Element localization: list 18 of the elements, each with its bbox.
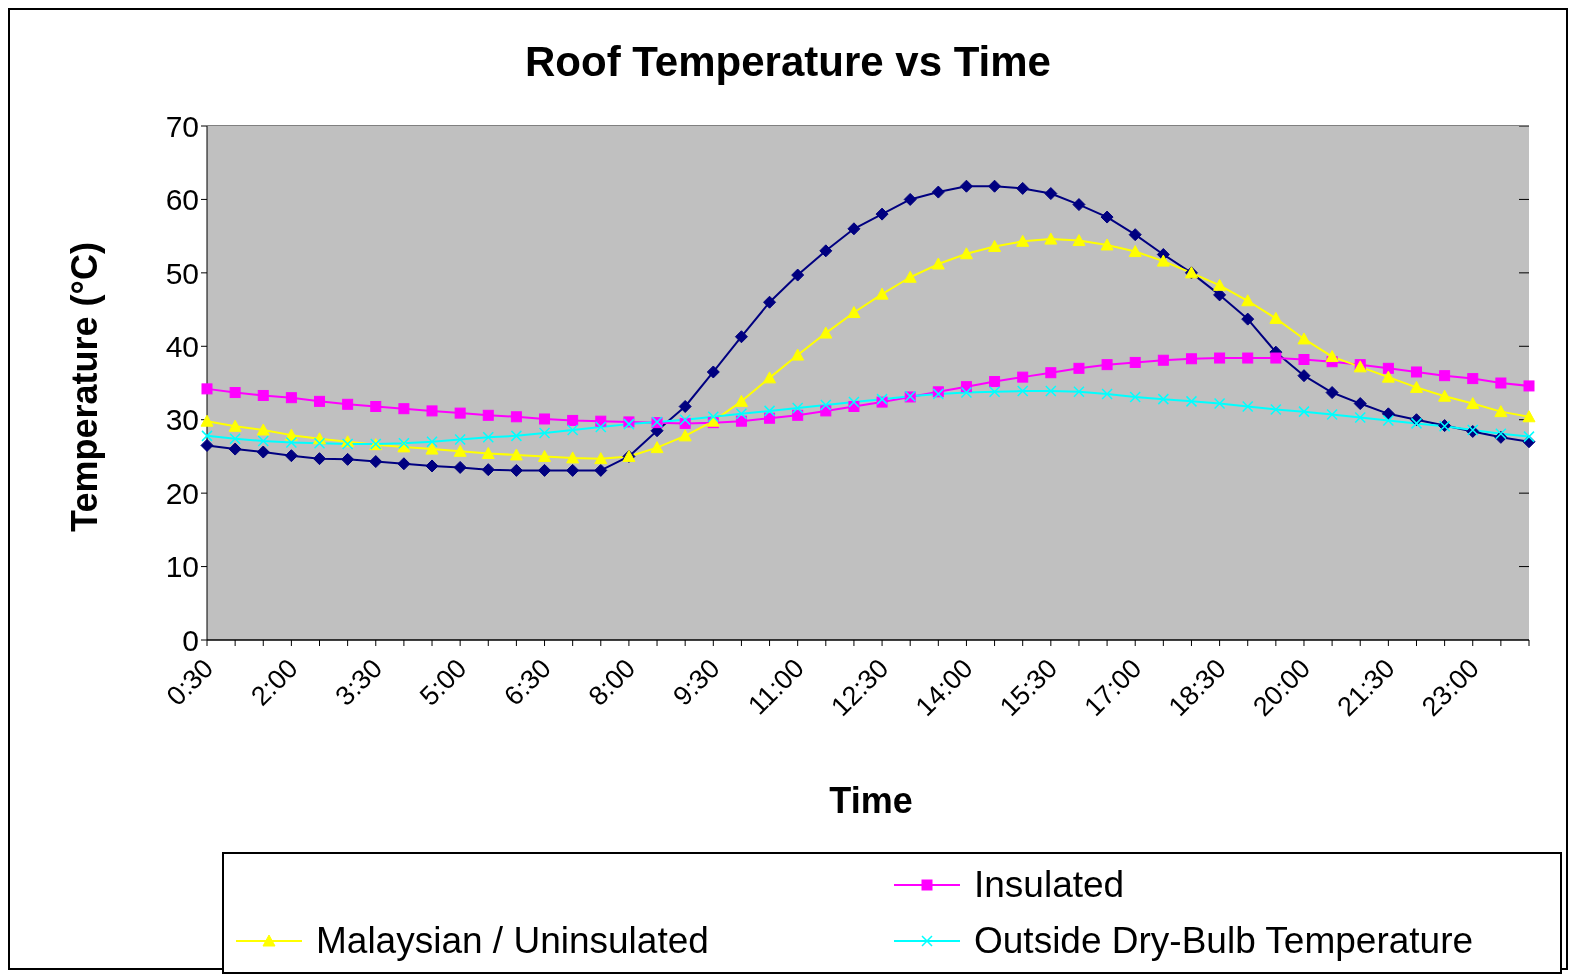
y-tick-label: 20 xyxy=(165,476,199,510)
x-tick-label: 9:30 xyxy=(667,653,726,712)
y-tick-label: 50 xyxy=(165,256,199,290)
chart-title: Roof Temperature vs Time xyxy=(524,38,1052,86)
legend-label: Malaysian / Uninsulated xyxy=(316,920,709,962)
x-tick-label: 6:30 xyxy=(498,653,557,712)
legend-label: Outside Dry-Bulb Temperature xyxy=(974,920,1474,962)
x-tick-label: 5:00 xyxy=(414,653,473,712)
x-tick-label: 8:00 xyxy=(582,653,642,712)
y-tick-label: 40 xyxy=(165,329,199,363)
x-tick-label: 3:30 xyxy=(329,653,389,712)
y-axis-title: Temperature (°C) xyxy=(64,242,106,532)
legend-label: Insulated xyxy=(974,864,1125,906)
y-tick-label: 60 xyxy=(165,183,199,217)
y-tick-label: 70 xyxy=(165,109,199,143)
y-tick-label: 30 xyxy=(165,403,199,437)
x-axis-title: Time xyxy=(828,780,914,822)
y-tick-label: 10 xyxy=(165,550,199,584)
